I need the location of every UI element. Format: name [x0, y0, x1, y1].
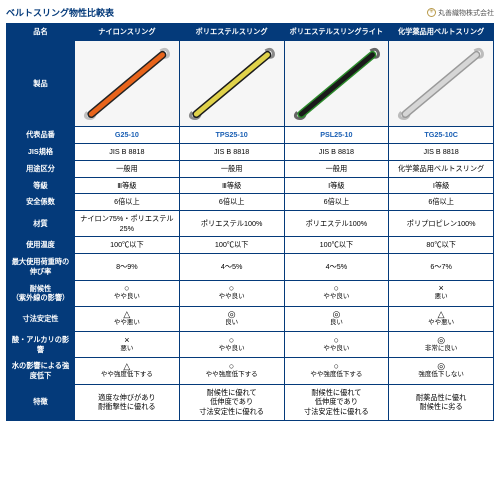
- col-header: ポリエステルスリングライト: [284, 24, 389, 41]
- row-header: 水の影響による強度低下: [7, 358, 75, 384]
- sling-image: [77, 43, 177, 122]
- data-cell: ◎非常に良い: [389, 331, 494, 357]
- data-cell: Ⅲ等級: [75, 177, 180, 194]
- row-header: 用途区分: [7, 160, 75, 177]
- data-cell: 適度な伸びがあり耐衝撃性に優れる: [75, 384, 180, 420]
- row-header: 製品: [7, 40, 75, 127]
- data-cell: Ⅰ等級: [389, 177, 494, 194]
- data-cell: ○やや強度低下する: [179, 358, 284, 384]
- row-header: 最大使用荷重時の伸び率: [7, 254, 75, 280]
- row-header: 安全係数: [7, 194, 75, 211]
- data-cell: 100℃以下: [179, 237, 284, 254]
- data-cell: 一般用: [75, 160, 180, 177]
- data-cell: ○やや良い: [179, 280, 284, 306]
- data-cell: JIS B 8818: [75, 144, 180, 161]
- row-header: 酸・アルカリの影響: [7, 331, 75, 357]
- data-cell: ナイロン75%・ポリエステル25%: [75, 211, 180, 237]
- row-header: 耐候性（紫外線の影響）: [7, 280, 75, 306]
- data-cell: 6倍以上: [179, 194, 284, 211]
- row-header: 材質: [7, 211, 75, 237]
- row-header: 特徴: [7, 384, 75, 420]
- col-header: ナイロンスリング: [75, 24, 180, 41]
- data-cell: JIS B 8818: [284, 144, 389, 161]
- sling-image: [287, 43, 387, 122]
- data-cell: 80℃以下: [389, 237, 494, 254]
- data-cell: 一般用: [284, 160, 389, 177]
- part-number: PSL25-10: [284, 127, 389, 144]
- comparison-table: 品名ナイロンスリングポリエステルスリングポリエステルスリングライト化学薬品用ベル…: [6, 23, 494, 421]
- data-cell: ○やや良い: [284, 280, 389, 306]
- row-header: 寸法安定性: [7, 307, 75, 332]
- row-header: 代表品番: [7, 127, 75, 144]
- data-cell: 一般用: [179, 160, 284, 177]
- data-cell: 耐候性に優れて低伸度であり寸法安定性に優れる: [179, 384, 284, 420]
- data-cell: ポリプロピレン100%: [389, 211, 494, 237]
- data-cell: ○やや良い: [284, 331, 389, 357]
- data-cell: 4～5%: [284, 254, 389, 280]
- data-cell: Ⅰ等級: [284, 177, 389, 194]
- data-cell: 6倍以上: [389, 194, 494, 211]
- data-cell: ポリエステル100%: [179, 211, 284, 237]
- data-cell: Ⅲ等級: [179, 177, 284, 194]
- data-cell: ×悪い: [75, 331, 180, 357]
- row-header: 等級: [7, 177, 75, 194]
- data-cell: 100℃以下: [284, 237, 389, 254]
- data-cell: ◎良い: [284, 307, 389, 332]
- data-cell: 耐候性に優れて低伸度であり寸法安定性に優れる: [284, 384, 389, 420]
- part-number: TPS25-10: [179, 127, 284, 144]
- sling-image: [182, 43, 282, 122]
- sling-image: [391, 43, 491, 122]
- data-cell: JIS B 8818: [179, 144, 284, 161]
- data-cell: ポリエステル100%: [284, 211, 389, 237]
- data-cell: 化学薬品用ベルトスリング: [389, 160, 494, 177]
- page-title: ベルトスリング物性比較表: [6, 6, 114, 19]
- data-cell: JIS B 8818: [389, 144, 494, 161]
- logo-icon: ✳: [427, 8, 436, 17]
- data-cell: ○やや強度低下する: [284, 358, 389, 384]
- data-cell: 6～7%: [389, 254, 494, 280]
- part-number: TG25-10C: [389, 127, 494, 144]
- data-cell: ×悪い: [389, 280, 494, 306]
- data-cell: ○やや良い: [179, 331, 284, 357]
- data-cell: △やや悪い: [75, 307, 180, 332]
- data-cell: ◎強度低下しない: [389, 358, 494, 384]
- company: ✳丸善織物株式会社: [427, 8, 494, 18]
- product-image-cell: [284, 40, 389, 127]
- col-header: ポリエステルスリング: [179, 24, 284, 41]
- data-cell: △やや悪い: [389, 307, 494, 332]
- product-image-cell: [179, 40, 284, 127]
- part-number: G25-10: [75, 127, 180, 144]
- row-header: JIS規格: [7, 144, 75, 161]
- row-header: 品名: [7, 24, 75, 41]
- col-header: 化学薬品用ベルトスリング: [389, 24, 494, 41]
- row-header: 使用温度: [7, 237, 75, 254]
- data-cell: 8～9%: [75, 254, 180, 280]
- data-cell: 6倍以上: [284, 194, 389, 211]
- data-cell: ○やや良い: [75, 280, 180, 306]
- product-image-cell: [389, 40, 494, 127]
- data-cell: △やや強度低下する: [75, 358, 180, 384]
- data-cell: ◎良い: [179, 307, 284, 332]
- data-cell: 6倍以上: [75, 194, 180, 211]
- data-cell: 耐薬品性に優れ耐候性に劣る: [389, 384, 494, 420]
- product-image-cell: [75, 40, 180, 127]
- data-cell: 4～5%: [179, 254, 284, 280]
- data-cell: 100℃以下: [75, 237, 180, 254]
